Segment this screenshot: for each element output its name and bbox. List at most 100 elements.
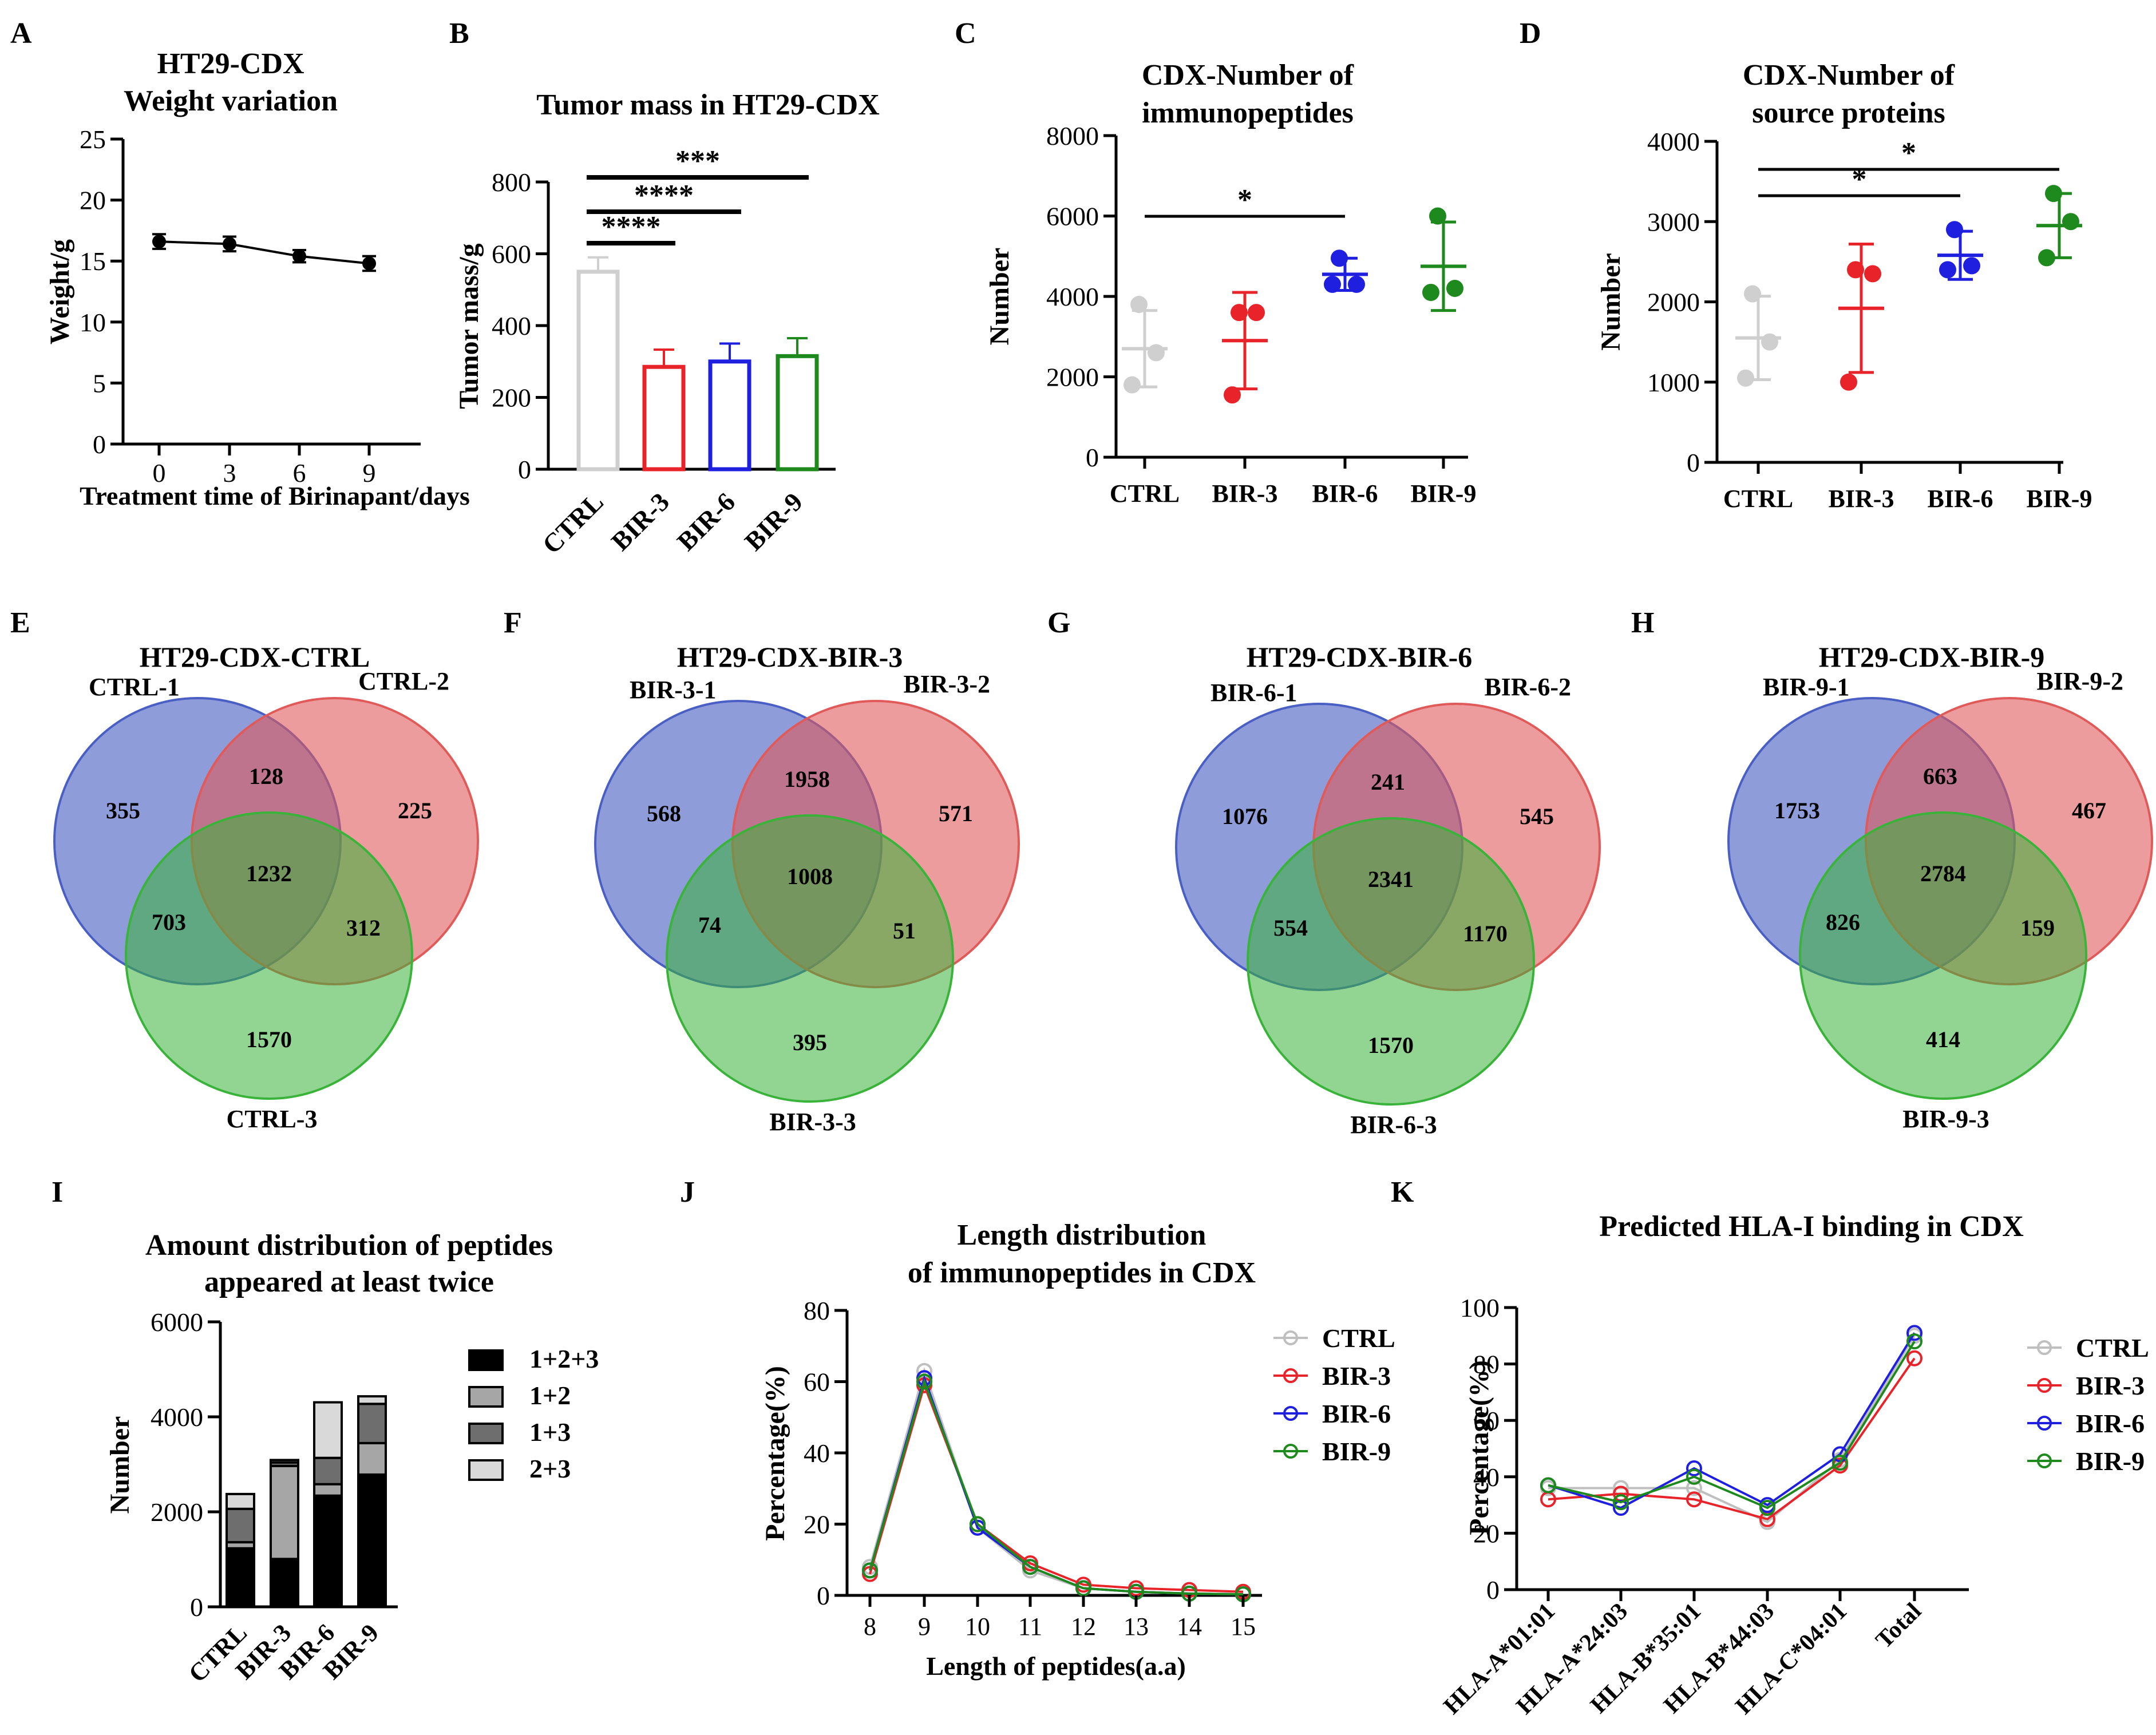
panel-e-set-1-label: CTRL-1 — [89, 673, 180, 701]
panel-k-legend-label: BIR-9 — [2076, 1447, 2145, 1476]
panel-j-x-tick-label: 9 — [918, 1613, 931, 1641]
panel-k-data-point — [1540, 1477, 1556, 1494]
panel-i-y-tick-label: 0 — [190, 1593, 203, 1622]
panel-h-set-1-label: BIR-9-1 — [1763, 673, 1850, 701]
panel-c-x-tick-label: CTRL — [1110, 480, 1180, 508]
panel-i-legend-label: 1+3 — [529, 1417, 571, 1447]
panel-h-region-a-count: 1753 — [1774, 798, 1820, 823]
panel-f-region-abc-count: 1008 — [787, 863, 833, 889]
panel-k-y-tick-label: 80 — [1473, 1350, 1500, 1379]
panel-g-title: HT29-CDX-BIR-6 — [1247, 641, 1472, 673]
panel-j-data-point — [1075, 1580, 1091, 1597]
panel-label-c: C — [955, 17, 976, 50]
panel-k-legend-marker — [2037, 1453, 2052, 1468]
chart-title: of immunopeptides in CDX — [908, 1257, 1256, 1289]
panel-k-data-point — [1906, 1333, 1922, 1350]
panel-j-data-point — [1022, 1559, 1038, 1575]
panel-c-y-axis-label: Number — [984, 248, 1015, 346]
panel-e-title: HT29-CDX-CTRL — [140, 641, 370, 673]
panel-f-set-3-circle — [666, 814, 954, 1103]
panel-i-y-tick-label: 2000 — [151, 1498, 203, 1527]
panel-j-y-tick-label: 40 — [804, 1439, 830, 1468]
panel-g-set-1-label: BIR-6-1 — [1210, 679, 1297, 707]
panel-d-x-tick-label: BIR-9 — [2027, 485, 2092, 513]
panel-a-data-point — [152, 235, 166, 249]
panel-g-set-3-circle — [1247, 817, 1535, 1106]
panel-k-series-line — [1548, 1341, 1916, 1510]
chart-title: HT29-CDX — [157, 47, 304, 80]
panel-b-bar — [642, 365, 686, 472]
panel-k-legend-marker — [2037, 1340, 2052, 1355]
panel-b-y-tick-label: 200 — [492, 383, 531, 413]
panel-c-data-point — [1224, 386, 1241, 404]
panel-j-x-tick-label: 11 — [1018, 1613, 1042, 1641]
panel-a-x-tick-label: 3 — [223, 458, 236, 488]
panel-j-legend-marker — [1283, 1368, 1298, 1383]
panel-d-data-point — [1946, 221, 1963, 239]
panel-h-region-bc-count: 159 — [2020, 915, 2055, 941]
panel-k-y-axis-label: Percentage(%) — [1464, 1360, 1494, 1535]
panel-b-x-tick-label: BIR-3 — [606, 487, 675, 556]
panel-j-series-line — [869, 1378, 1244, 1596]
panel-d-y-tick-label: 2000 — [1647, 288, 1700, 317]
panel-label-a: A — [10, 17, 32, 50]
panel-f-title: HT29-CDX-BIR-3 — [677, 641, 903, 673]
panel-d-data-point — [2045, 185, 2062, 203]
panel-e-region-abc-count: 1232 — [246, 861, 292, 886]
panel-d-data-point — [1737, 369, 1754, 387]
panel-k-series-line — [1548, 1335, 1916, 1524]
panel-a-y-tick-label: 0 — [93, 430, 106, 459]
panel-c-x-tick-label: BIR-3 — [1212, 480, 1278, 508]
panel-d-significance-label: * — [1901, 137, 1916, 169]
panel-b-y-axis-label: Tumor mass/g — [454, 243, 484, 409]
panel-c-data-point — [1248, 304, 1265, 322]
panel-e-set-3-label: CTRL-3 — [227, 1105, 318, 1133]
panel-i-legend-swatch — [468, 1423, 504, 1444]
panel-j-legend-label: BIR-6 — [1322, 1399, 1391, 1428]
panel-c-data-point — [1331, 249, 1348, 267]
panel-a-x-tick-label: 9 — [363, 458, 376, 488]
panel-j-y-axis-label: Percentage(%) — [760, 1366, 790, 1541]
panel-g-region-ac-count: 554 — [1273, 915, 1308, 941]
panel-f-set-1-label: BIR-3-1 — [630, 676, 717, 704]
panel-label-d: D — [1520, 17, 1541, 50]
panel-j-data-point — [862, 1562, 878, 1579]
panel-b-y-tick-label: 600 — [492, 240, 531, 269]
panel-k-y-tick-label: 0 — [1486, 1575, 1500, 1605]
panel-d-y-tick-label: 4000 — [1647, 127, 1700, 156]
panel-d-data-point — [1744, 285, 1761, 303]
panel-d-data-point — [1864, 265, 1881, 283]
panel-g-region-c-count: 1570 — [1368, 1032, 1414, 1058]
panel-d-x-tick-label: BIR-3 — [1829, 485, 1894, 513]
panel-label-g: G — [1047, 607, 1070, 639]
panel-f-set-3-label: BIR-3-3 — [769, 1108, 856, 1136]
panel-j-x-tick-label: 8 — [864, 1613, 876, 1641]
panel-d-x-tick-label: CTRL — [1723, 485, 1793, 513]
panel-k-data-point — [1613, 1494, 1629, 1511]
chart-title: Length distribution — [958, 1219, 1206, 1251]
panel-k-legend-marker — [2037, 1416, 2052, 1431]
panel-c-y-tick-label: 0 — [1086, 443, 1099, 472]
panel-k-series-line — [1548, 1357, 1916, 1520]
panel-c-data-point — [1446, 279, 1463, 297]
panel-label-k: K — [1391, 1176, 1414, 1209]
panel-label-f: F — [504, 607, 522, 639]
panel-k-data-point — [1686, 1468, 1702, 1485]
panel-i-bar-segment — [226, 1547, 255, 1608]
panel-h-region-ab-count: 663 — [1923, 763, 1957, 789]
panel-k-data-point — [1686, 1480, 1702, 1496]
panel-g-region-a-count: 1076 — [1222, 803, 1268, 829]
panel-i-legend-label: 1+2 — [529, 1381, 571, 1410]
panel-d-y-axis-label: Number — [1596, 253, 1626, 351]
panel-b-x-tick-label: BIR-6 — [671, 487, 741, 556]
panel-k-legend-label: BIR-6 — [2076, 1409, 2145, 1438]
panel-i-legend-swatch — [468, 1386, 504, 1408]
panel-a-data-point — [362, 256, 376, 271]
panel-i-legend-label: 1+2+3 — [529, 1344, 599, 1373]
panel-i-bar-segment — [226, 1492, 255, 1510]
panel-j-legend-marker — [1283, 1330, 1298, 1345]
panel-b-significance-label: *** — [675, 145, 720, 177]
panel-k-y-tick-label: 20 — [1473, 1519, 1500, 1548]
panel-j-series-line — [869, 1374, 1244, 1596]
panel-k-y-tick-label: 40 — [1473, 1463, 1500, 1492]
